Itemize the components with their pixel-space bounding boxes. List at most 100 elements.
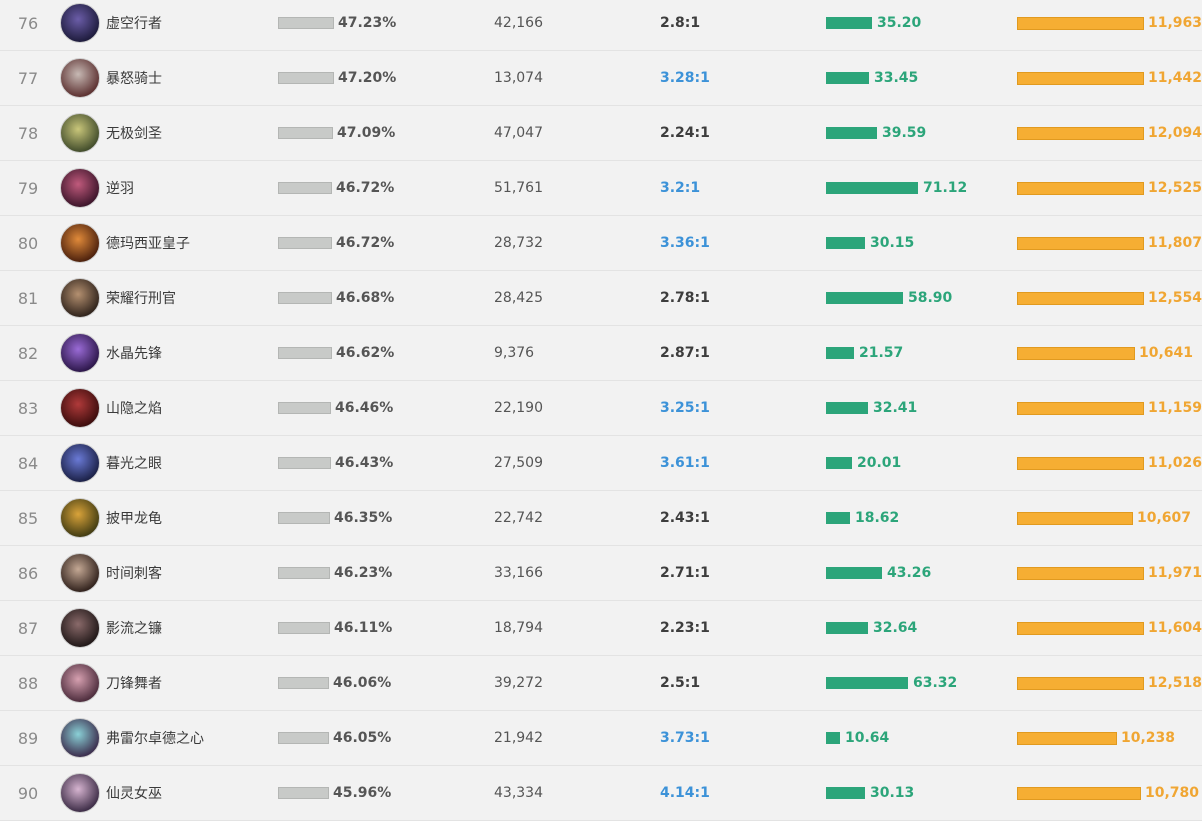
hero-name[interactable]: 虚空行者: [106, 16, 162, 32]
table-row[interactable]: 79 逆羽 46.72% 51,761 3.2:1 71.12 12,525: [0, 161, 1202, 216]
orange-stat-cell: 10,641: [1017, 326, 1202, 380]
rank-number: 76: [17, 13, 39, 33]
hero-avatar[interactable]: [60, 168, 100, 208]
rank-number: 87: [17, 618, 39, 638]
hero-avatar[interactable]: [60, 58, 100, 98]
table-row[interactable]: 84 暮光之眼 46.43% 27,509 3.61:1 20.01 11,026: [0, 436, 1202, 491]
table-row[interactable]: 83 山隐之焰 46.46% 22,190 3.25:1 32.41 11,159: [0, 381, 1202, 436]
orange-stat-cell: 11,159: [1017, 381, 1202, 435]
table-row[interactable]: 88 刀锋舞者 46.06% 39,272 2.5:1 63.32 12,518: [0, 656, 1202, 711]
hero-cell[interactable]: 弗雷尔卓德之心: [60, 711, 270, 765]
win-rate-bar: [278, 402, 331, 414]
hero-cell[interactable]: 荣耀行刑官: [60, 271, 270, 325]
hero-name[interactable]: 暴怒骑士: [106, 71, 162, 87]
hero-avatar[interactable]: [60, 278, 100, 318]
green-stat-cell: 20.01: [826, 436, 1011, 490]
green-stat-cell: 71.12: [826, 161, 1011, 215]
hero-name[interactable]: 刀锋舞者: [106, 676, 162, 692]
green-stat-value: 10.64: [845, 730, 890, 746]
table-row[interactable]: 86 时间刺客 46.23% 33,166 2.71:1 43.26 11,971: [0, 546, 1202, 601]
hero-avatar[interactable]: [60, 3, 100, 43]
table-row[interactable]: 80 德玛西亚皇子 46.72% 28,732 3.36:1 30.15 11,807: [0, 216, 1202, 271]
green-stat-bar: [826, 567, 882, 579]
games-count: 39,272: [494, 675, 543, 691]
kda-ratio: 2.23:1: [660, 620, 710, 636]
hero-cell[interactable]: 逆羽: [60, 161, 270, 215]
games-count: 28,732: [494, 235, 543, 251]
hero-name[interactable]: 德玛西亚皇子: [106, 236, 190, 252]
table-row[interactable]: 78 无极剑圣 47.09% 47,047 2.24:1 39.59 12,094: [0, 106, 1202, 161]
hero-avatar[interactable]: [60, 663, 100, 703]
win-rate-value: 46.46%: [335, 400, 394, 416]
hero-avatar[interactable]: [60, 113, 100, 153]
table-row[interactable]: 82 水晶先锋 46.62% 9,376 2.87:1 21.57 10,641: [0, 326, 1202, 381]
orange-stat-cell: 10,607: [1017, 491, 1202, 545]
hero-name[interactable]: 无极剑圣: [106, 126, 162, 142]
green-stat-bar: [826, 292, 903, 304]
hero-name[interactable]: 逆羽: [106, 181, 134, 197]
hero-name[interactable]: 山隐之焰: [106, 401, 162, 417]
hero-name[interactable]: 暮光之眼: [106, 456, 162, 472]
hero-avatar[interactable]: [60, 718, 100, 758]
win-rate-value: 46.72%: [336, 180, 395, 196]
orange-stat-cell: 10,238: [1017, 711, 1202, 765]
hero-name[interactable]: 时间刺客: [106, 566, 162, 582]
games-count: 21,942: [494, 730, 543, 746]
hero-avatar[interactable]: [60, 443, 100, 483]
orange-stat-cell: 10,780: [1017, 766, 1202, 820]
win-rate-bar: [278, 292, 332, 304]
orange-stat-bar: [1017, 16, 1144, 30]
hero-cell[interactable]: 山隐之焰: [60, 381, 270, 435]
hero-avatar[interactable]: [60, 498, 100, 538]
hero-cell[interactable]: 披甲龙龟: [60, 491, 270, 545]
win-rate-bar: [278, 347, 332, 359]
hero-cell[interactable]: 虚空行者: [60, 0, 270, 50]
hero-name[interactable]: 影流之镰: [106, 621, 162, 637]
hero-cell[interactable]: 仙灵女巫: [60, 766, 270, 820]
hero-name[interactable]: 水晶先锋: [106, 346, 162, 362]
hero-cell[interactable]: 影流之镰: [60, 601, 270, 655]
games-count: 13,074: [494, 70, 543, 86]
hero-cell[interactable]: 无极剑圣: [60, 106, 270, 160]
table-row[interactable]: 87 影流之镰 46.11% 18,794 2.23:1 32.64 11,604: [0, 601, 1202, 656]
win-rate-value: 47.20%: [338, 70, 397, 86]
green-stat-bar: [826, 622, 868, 634]
hero-avatar[interactable]: [60, 333, 100, 373]
hero-cell[interactable]: 暴怒骑士: [60, 51, 270, 105]
hero-cell[interactable]: 刀锋舞者: [60, 656, 270, 710]
orange-stat-bar: [1017, 511, 1133, 525]
hero-name[interactable]: 荣耀行刑官: [106, 291, 176, 307]
hero-avatar[interactable]: [60, 223, 100, 263]
green-stat-cell: 10.64: [826, 711, 1011, 765]
table-row[interactable]: 81 荣耀行刑官 46.68% 28,425 2.78:1 58.90 12,554: [0, 271, 1202, 326]
hero-avatar[interactable]: [60, 553, 100, 593]
orange-stat-value: 10,780: [1145, 785, 1200, 801]
table-row[interactable]: 85 披甲龙龟 46.35% 22,742 2.43:1 18.62 10,607: [0, 491, 1202, 546]
hero-cell[interactable]: 时间刺客: [60, 546, 270, 600]
games-count: 51,761: [494, 180, 543, 196]
win-rate-cell: 46.05%: [278, 711, 478, 765]
win-rate-bar: [278, 787, 329, 799]
win-rate-cell: 46.68%: [278, 271, 478, 325]
hero-cell[interactable]: 水晶先锋: [60, 326, 270, 380]
green-stat-value: 43.26: [887, 565, 932, 581]
green-stat-value: 21.57: [859, 345, 904, 361]
kda-ratio: 3.28:1: [660, 70, 710, 86]
table-row[interactable]: 76 虚空行者 47.23% 42,166 2.8:1 35.20 11,963: [0, 0, 1202, 51]
win-rate-bar: [278, 127, 333, 139]
table-row[interactable]: 77 暴怒骑士 47.20% 13,074 3.28:1 33.45 11,442: [0, 51, 1202, 106]
hero-cell[interactable]: 暮光之眼: [60, 436, 270, 490]
green-stat-cell: 32.41: [826, 381, 1011, 435]
hero-cell[interactable]: 德玛西亚皇子: [60, 216, 270, 270]
orange-stat-cell: 12,518: [1017, 656, 1202, 710]
hero-name[interactable]: 披甲龙龟: [106, 511, 162, 527]
table-row[interactable]: 89 弗雷尔卓德之心 46.05% 21,942 3.73:1 10.64 10,238: [0, 711, 1202, 766]
orange-stat-value: 11,442: [1147, 70, 1202, 86]
hero-avatar[interactable]: [60, 608, 100, 648]
hero-avatar[interactable]: [60, 773, 100, 813]
hero-avatar[interactable]: [60, 388, 100, 428]
orange-stat-bar: [1017, 181, 1144, 195]
hero-name[interactable]: 弗雷尔卓德之心: [106, 731, 204, 747]
hero-name[interactable]: 仙灵女巫: [106, 786, 162, 802]
table-row[interactable]: 90 仙灵女巫 45.96% 43,334 4.14:1 30.13 10,780: [0, 766, 1202, 821]
